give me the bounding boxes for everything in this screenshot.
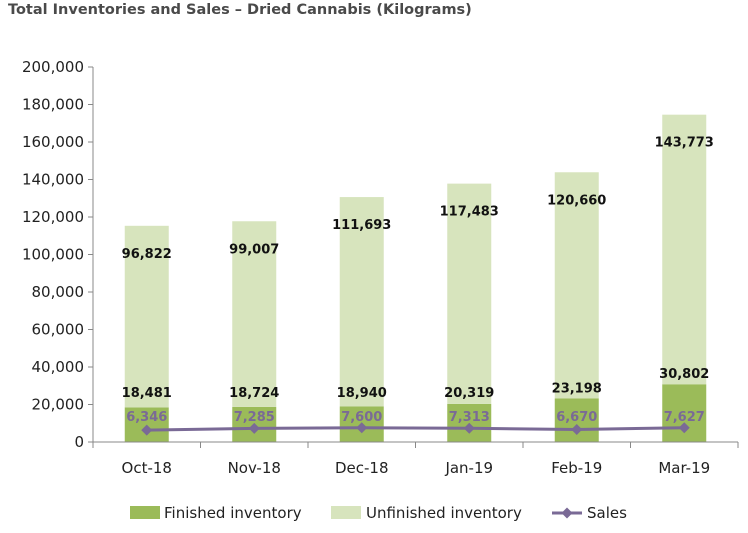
x-tick-label: Oct-18 (122, 459, 172, 477)
x-tick-label: Mar-19 (658, 459, 710, 477)
sales-marker (678, 422, 690, 434)
x-tick-label: Nov-18 (228, 459, 281, 477)
finished-value-label: 18,724 (229, 386, 279, 401)
finished-value-label: 23,198 (552, 382, 602, 397)
unfinished-value-label: 143,773 (655, 136, 714, 151)
unfinished-value-label: 117,483 (440, 205, 499, 220)
bar-unfinished-inventory (447, 183, 492, 404)
sales-value-label: 6,346 (126, 410, 167, 425)
sales-value-label: 7,313 (449, 410, 490, 425)
sales-value-label: 6,670 (556, 410, 597, 425)
finished-value-label: 30,802 (659, 367, 709, 382)
y-tick-label: 120,000 (22, 208, 84, 226)
y-tick-label: 0 (74, 433, 84, 451)
legend-swatch-finished (130, 506, 160, 519)
chart-title: Total Inventories and Sales – Dried Cann… (8, 2, 472, 18)
y-tick-label: 100,000 (22, 246, 84, 264)
y-tick-label: 200,000 (22, 58, 84, 76)
x-tick-label: Feb-19 (551, 459, 602, 477)
finished-value-label: 18,940 (337, 386, 387, 401)
unfinished-value-label: 96,822 (122, 247, 172, 262)
y-tick-label: 180,000 (22, 96, 84, 114)
unfinished-value-label: 111,693 (332, 218, 391, 233)
legend-label-finished: Finished inventory (164, 504, 302, 522)
y-tick-label: 20,000 (32, 396, 85, 414)
sales-marker (141, 424, 153, 436)
sales-line (146, 426, 685, 432)
bar-unfinished-inventory (232, 221, 277, 407)
y-tick-label: 140,000 (22, 171, 84, 189)
bar-unfinished-inventory (662, 114, 707, 385)
x-tick-label: Dec-18 (335, 459, 389, 477)
y-tick-label: 80,000 (32, 283, 85, 301)
x-tick-label: Jan-19 (444, 459, 493, 477)
legend-label-unfinished: Unfinished inventory (366, 504, 522, 522)
sales-marker (571, 423, 583, 435)
legend-swatch-unfinished (331, 506, 361, 519)
y-tick-label: 160,000 (22, 133, 84, 151)
sales-marker (463, 422, 475, 434)
y-tick-label: 60,000 (32, 321, 85, 339)
finished-value-label: 20,319 (444, 386, 494, 401)
legend-label-sales: Sales (587, 504, 627, 522)
finished-value-label: 18,481 (122, 386, 172, 401)
sales-value-label: 7,600 (341, 410, 382, 425)
sales-value-label: 7,285 (234, 410, 275, 425)
bar-unfinished-inventory (339, 197, 384, 407)
bar-unfinished-inventory (554, 172, 599, 399)
legend-swatch-sales-marker (561, 507, 573, 519)
y-tick-label: 40,000 (32, 358, 85, 376)
sales-marker (248, 422, 260, 434)
sales-marker (356, 422, 368, 434)
sales-value-label: 7,627 (664, 410, 705, 425)
unfinished-value-label: 99,007 (229, 242, 279, 257)
unfinished-value-label: 120,660 (547, 193, 606, 208)
bar-unfinished-inventory (124, 225, 169, 408)
